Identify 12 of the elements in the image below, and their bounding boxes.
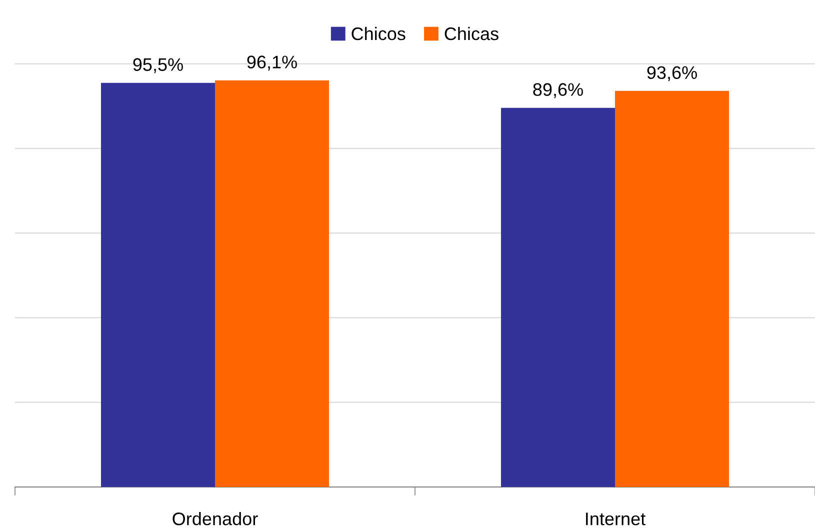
legend-label: Chicos (352, 26, 406, 40)
legend-label: Chicas (444, 26, 498, 40)
data-label: 93,6% (647, 66, 697, 82)
data-label: 89,6% (533, 83, 583, 98)
bar (615, 90, 729, 487)
data-label: 95,5% (133, 58, 183, 74)
data-label: 96,1% (247, 56, 297, 71)
x-tick-label: Ordenador (172, 512, 258, 526)
bar (501, 108, 615, 487)
bar (215, 80, 329, 487)
x-tick-label: Internet (586, 512, 646, 526)
bar (101, 82, 215, 487)
